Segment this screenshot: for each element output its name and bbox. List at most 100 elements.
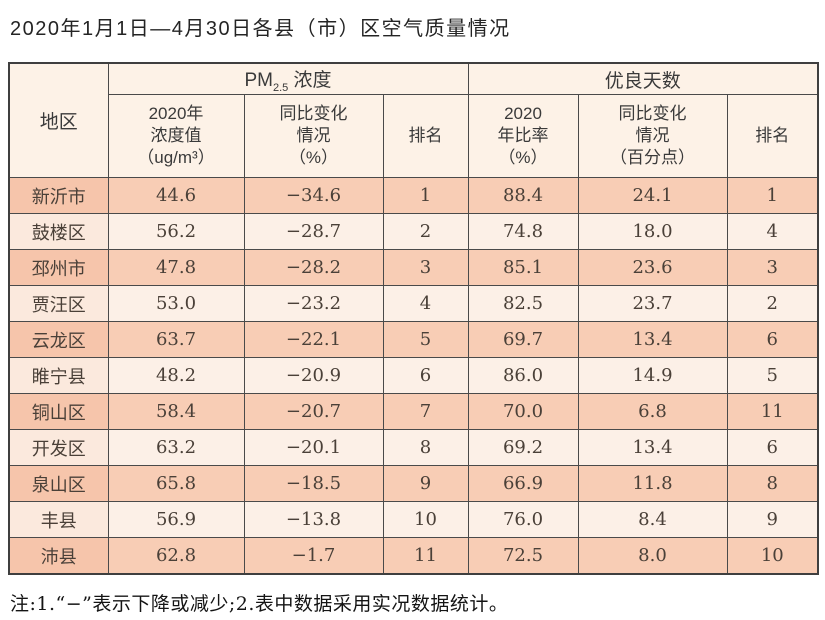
cell-region: 丰县 — [8, 501, 109, 538]
cell-pm-rank: 1 — [382, 177, 469, 214]
cell-good-rank: 2 — [726, 285, 819, 322]
cell-good-change: 14.9 — [577, 357, 728, 394]
cell-pm-change: −22.1 — [243, 321, 384, 358]
table-row: 沛县 62.8 −1.7 11 72.5 8.0 10 — [8, 537, 819, 575]
cell-region: 睢宁县 — [8, 357, 109, 394]
cell-pm-value: 56.2 — [107, 213, 245, 250]
cell-good-change: 13.4 — [577, 321, 728, 358]
cell-region: 贾汪区 — [8, 285, 109, 322]
cell-pm-rank: 8 — [382, 429, 469, 466]
cell-good-rate: 76.0 — [467, 501, 579, 538]
cell-good-rank: 5 — [726, 357, 819, 394]
header-good-rank: 排名 — [726, 94, 819, 178]
cell-pm-rank: 5 — [382, 321, 469, 358]
header-pm25-group: PM2.5 浓度 — [107, 62, 469, 95]
cell-pm-value: 65.8 — [107, 465, 245, 502]
cell-good-rank: 11 — [726, 393, 819, 430]
table-row: 开发区 63.2 −20.1 8 69.2 13.4 6 — [8, 429, 819, 466]
header-good-days-group: 优良天数 — [467, 62, 819, 95]
pm25-label-suffix: 浓度 — [288, 69, 332, 91]
cell-good-rate: 66.9 — [467, 465, 579, 502]
cell-good-rate: 86.0 — [467, 357, 579, 394]
cell-pm-change: −18.5 — [243, 465, 384, 502]
table-body: 新沂市 44.6 −34.6 1 88.4 24.1 1 鼓楼区 56.2 −28.7 2 74.8 1… — [8, 177, 819, 575]
cell-pm-rank: 2 — [382, 213, 469, 250]
cell-region: 新沂市 — [8, 177, 109, 214]
cell-good-rate: 69.2 — [467, 429, 579, 466]
cell-pm-value: 63.7 — [107, 321, 245, 358]
cell-region: 鼓楼区 — [8, 213, 109, 250]
cell-pm-change: −1.7 — [243, 537, 384, 575]
cell-good-rate: 72.5 — [467, 537, 579, 575]
cell-pm-value: 53.0 — [107, 285, 245, 322]
cell-good-rate: 69.7 — [467, 321, 579, 358]
cell-region: 开发区 — [8, 429, 109, 466]
air-quality-table: 地区 PM2.5 浓度 优良天数 2020年 浓度值 （ug/m³） 同比变化 … — [8, 62, 820, 575]
page-title: 2020年1月1日—4月30日各县（市）区空气质量情况 — [10, 18, 511, 40]
cell-region: 铜山区 — [8, 393, 109, 430]
cell-good-change: 8.4 — [577, 501, 728, 538]
cell-pm-change: −34.6 — [243, 177, 384, 214]
table-row: 贾汪区 53.0 −23.2 4 82.5 23.7 2 — [8, 285, 819, 322]
header-region: 地区 — [8, 62, 109, 178]
cell-pm-value: 48.2 — [107, 357, 245, 394]
pm25-label: PM — [244, 69, 273, 91]
header-pm-value: 2020年 浓度值 （ug/m³） — [107, 94, 245, 178]
cell-good-rank: 1 — [726, 177, 819, 214]
header-pm-change: 同比变化 情况 （%） — [243, 94, 384, 178]
cell-good-rank: 8 — [726, 465, 819, 502]
table-row: 邳州市 47.8 −28.2 3 85.1 23.6 3 — [8, 249, 819, 286]
cell-pm-change: −28.7 — [243, 213, 384, 250]
table-header: 地区 PM2.5 浓度 优良天数 2020年 浓度值 （ug/m³） 同比变化 … — [8, 62, 819, 178]
cell-region: 泉山区 — [8, 465, 109, 502]
table-row: 睢宁县 48.2 −20.9 6 86.0 14.9 5 — [8, 357, 819, 394]
cell-good-change: 24.1 — [577, 177, 728, 214]
cell-good-rank: 3 — [726, 249, 819, 286]
table-row: 新沂市 44.6 −34.6 1 88.4 24.1 1 — [8, 177, 819, 214]
cell-pm-change: −20.1 — [243, 429, 384, 466]
cell-pm-change: −20.9 — [243, 357, 384, 394]
cell-pm-rank: 7 — [382, 393, 469, 430]
cell-good-rate: 85.1 — [467, 249, 579, 286]
header-sub-row: 2020年 浓度值 （ug/m³） 同比变化 情况 （%） 排名 2020 年比… — [9, 94, 819, 178]
cell-good-rank: 9 — [726, 501, 819, 538]
table-row: 丰县 56.9 −13.8 10 76.0 8.4 9 — [8, 501, 819, 538]
cell-good-change: 23.6 — [577, 249, 728, 286]
cell-pm-change: −13.8 — [243, 501, 384, 538]
cell-region: 沛县 — [8, 537, 109, 575]
table-row: 泉山区 65.8 −18.5 9 66.9 11.8 8 — [8, 465, 819, 502]
cell-pm-change: −23.2 — [243, 285, 384, 322]
cell-pm-value: 58.4 — [107, 393, 245, 430]
cell-pm-rank: 9 — [382, 465, 469, 502]
cell-pm-value: 44.6 — [107, 177, 245, 214]
cell-good-change: 8.0 — [577, 537, 728, 575]
cell-good-rate: 88.4 — [467, 177, 579, 214]
header-group-row: 地区 PM2.5 浓度 优良天数 — [8, 62, 819, 178]
header-good-rate: 2020 年比率 （%） — [467, 94, 579, 178]
cell-good-change: 23.7 — [577, 285, 728, 322]
table-row: 铜山区 58.4 −20.7 7 70.0 6.8 11 — [8, 393, 819, 430]
pm25-subscript: 2.5 — [272, 81, 289, 94]
cell-pm-value: 47.8 — [107, 249, 245, 286]
cell-good-rank: 4 — [726, 213, 819, 250]
cell-good-change: 11.8 — [577, 465, 728, 502]
cell-good-rate: 74.8 — [467, 213, 579, 250]
cell-region: 云龙区 — [8, 321, 109, 358]
cell-region: 邳州市 — [8, 249, 109, 286]
cell-pm-value: 63.2 — [107, 429, 245, 466]
cell-pm-value: 56.9 — [107, 501, 245, 538]
cell-good-change: 13.4 — [577, 429, 728, 466]
cell-pm-change: −20.7 — [243, 393, 384, 430]
header-good-change: 同比变化 情况 （百分点） — [577, 94, 728, 178]
cell-good-change: 6.8 — [577, 393, 728, 430]
cell-good-rank: 10 — [726, 537, 819, 575]
cell-pm-rank: 10 — [382, 501, 469, 538]
cell-pm-rank: 3 — [382, 249, 469, 286]
cell-good-rate: 82.5 — [467, 285, 579, 322]
cell-good-rate: 70.0 — [467, 393, 579, 430]
cell-pm-rank: 6 — [382, 357, 469, 394]
cell-pm-rank: 11 — [382, 537, 469, 575]
cell-good-rank: 6 — [726, 321, 819, 358]
cell-good-change: 18.0 — [577, 213, 728, 250]
header-pm-rank: 排名 — [382, 94, 469, 178]
